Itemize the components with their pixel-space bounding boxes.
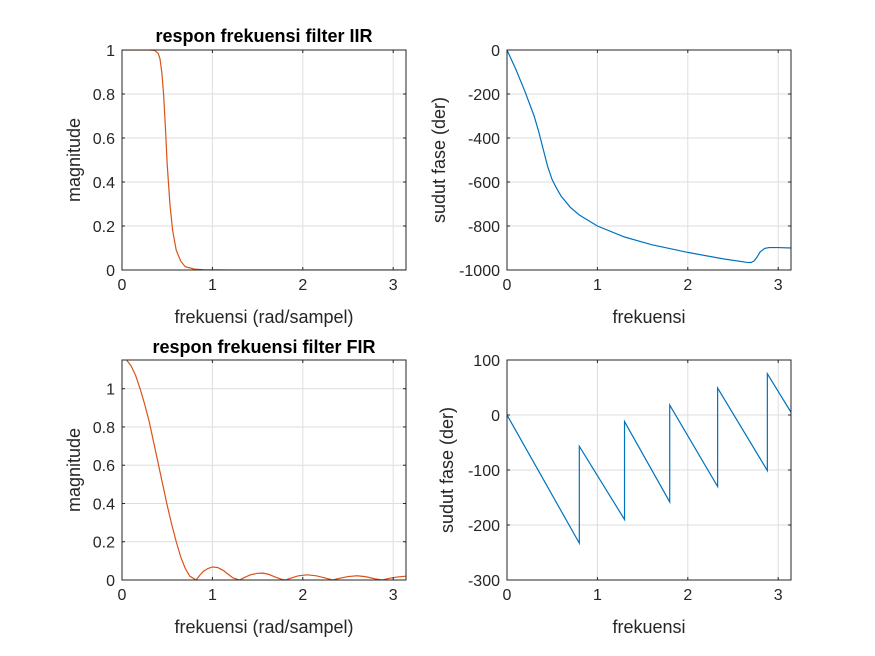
y-tick-label: 0.2 [93,535,115,552]
plot-iir-phase: 0 1 2 3 -1000 -800 -600 -400 -200 0 frekuensi sud… [429,43,792,327]
plot-area: 0 1 2 3 -1000 -800 -600 -400 -200 0 [459,43,792,294]
y-tick-label: -1000 [459,263,500,280]
y-tick-label: 0.4 [93,175,115,192]
y-tick-label: -400 [468,131,500,148]
x-tick-label: 1 [208,587,217,604]
y-tick-label: 0 [106,263,115,280]
y-tick-label: -200 [468,518,500,535]
y-axis-label: sudut fase (der) [429,97,449,223]
x-tick-label: 0 [503,587,512,604]
axes-box [121,359,407,581]
x-tick-label: 1 [593,587,602,604]
x-tick-label: 0 [118,277,127,294]
axes-background [122,360,406,580]
y-tick-label: 0.8 [93,87,115,104]
x-tick-label: 3 [389,587,398,604]
plot-area: 0 1 2 3 0 0.2 0.4 0.6 0.8 1 [93,43,407,294]
series-line [507,371,791,546]
plot-iir-magnitude: 0 1 2 3 0 0.2 0.4 0.6 0.8 1 respon frekuensi filt… [64,26,407,327]
x-axis-label: frekuensi [612,617,685,637]
y-tick-label: -100 [468,463,500,480]
x-tick-label: 3 [774,277,783,294]
plot-area: 0 1 2 3 -300 -200 -100 0 100 [468,353,792,604]
y-tick-label: 0.6 [93,131,115,148]
y-axis-label: magnitude [64,118,84,202]
y-tick-label: -600 [468,175,500,192]
y-tick-label: -800 [468,219,500,236]
x-tick-label: 2 [298,277,307,294]
y-tick-label: 0 [491,43,500,60]
x-tick-label: 2 [298,587,307,604]
plot-area: 0 1 2 3 0 0.2 0.4 0.6 0.8 1 [93,359,407,604]
x-axis-label: frekuensi (rad/sampel) [174,617,353,637]
axes-background [507,50,791,270]
series-line [124,360,406,580]
y-axis-label: sudut fase (der) [437,407,457,533]
y-tick-label: 0 [491,408,500,425]
x-tick-label: 0 [503,277,512,294]
x-tick-label: 3 [389,277,398,294]
axes-box [506,49,792,271]
y-tick-label: -300 [468,573,500,590]
x-tick-label: 2 [683,277,692,294]
y-tick-label: 0.8 [93,420,115,437]
x-tick-label: 0 [118,587,127,604]
x-axis-label: frekuensi (rad/sampel) [174,307,353,327]
chart-title: respon frekuensi filter IIR [155,26,372,46]
plot-fir-magnitude: 0 1 2 3 0 0.2 0.4 0.6 0.8 1 respon frekuensi filt… [64,337,407,637]
series-line [507,50,791,264]
y-axis-label: magnitude [64,428,84,512]
y-tick-label: 0.6 [93,458,115,475]
y-tick-label: -200 [468,87,500,104]
y-tick-label: 1 [106,43,115,60]
plot-fir-phase: 0 1 2 3 -300 -200 -100 0 100 frekuensi sudut fas… [437,353,792,637]
axes-box [121,49,407,271]
y-tick-label: 1 [106,382,115,399]
x-axis-label: frekuensi [612,307,685,327]
chart-title: respon frekuensi filter FIR [152,337,375,357]
x-tick-label: 1 [208,277,217,294]
y-tick-label: 0.4 [93,496,115,513]
axes-background [122,50,406,270]
x-tick-label: 1 [593,277,602,294]
y-tick-label: 100 [473,353,500,370]
y-tick-label: 0 [106,573,115,590]
y-tick-label: 0.2 [93,219,115,236]
x-tick-label: 2 [683,587,692,604]
x-tick-label: 3 [774,587,783,604]
